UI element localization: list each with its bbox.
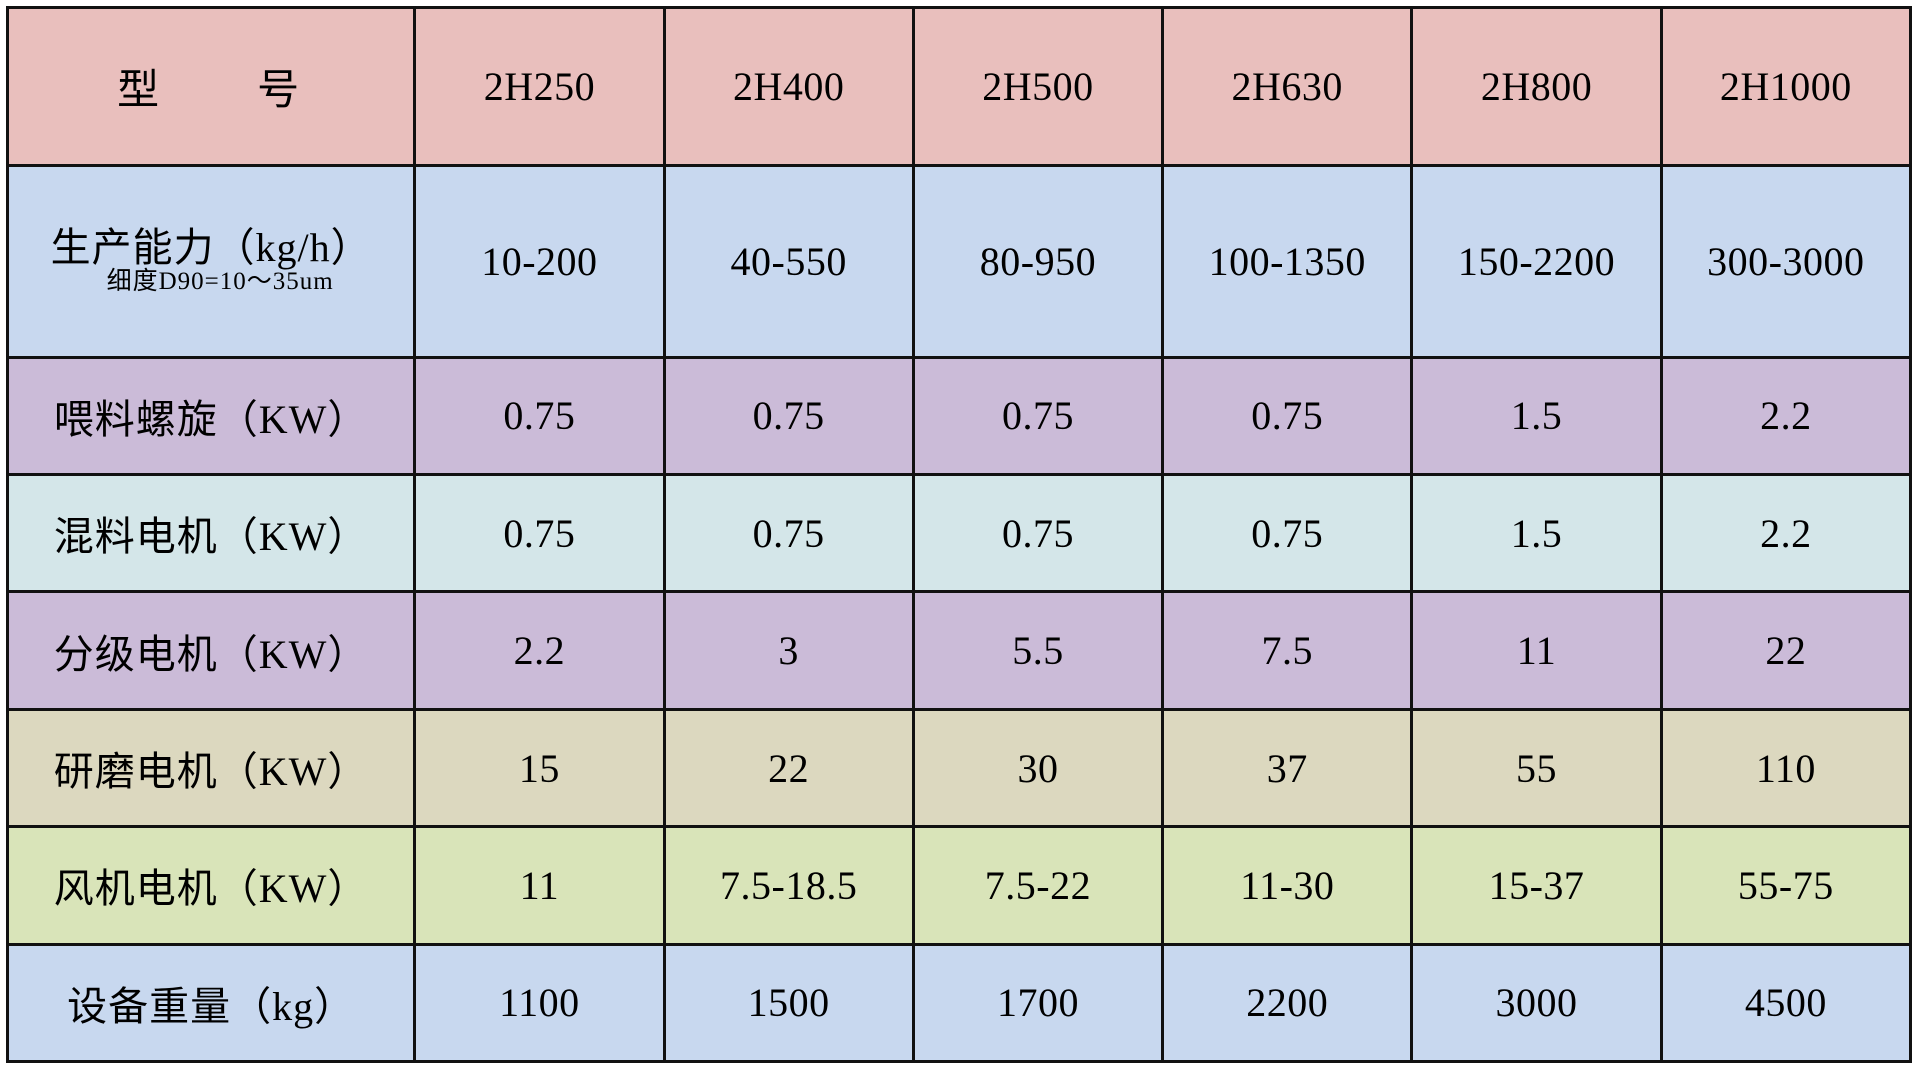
column-header-2h500: 2H500 [911, 5, 1165, 168]
cell-capacity-2h630: 100-1350 [1161, 164, 1414, 359]
header-model-title: 型号 [5, 5, 417, 168]
cell-feeding-screw-2h1000: 2.2 [1659, 355, 1913, 477]
cell-equipment-weight-2h800: 3000 [1410, 942, 1663, 1064]
header-model-title-char2: 号 [257, 68, 302, 115]
cell-fan-motor-2h800: 15-37 [1410, 825, 1663, 946]
row-label-mixing-motor: 混料电机（KW） [5, 473, 417, 594]
cell-capacity-2h800: 150-2200 [1410, 164, 1663, 359]
row-label-capacity-main: 生产能力（kg/h） [50, 224, 372, 270]
column-header-2h250: 2H250 [413, 5, 666, 168]
table-row-mixing-motor: 混料电机（KW） 0.75 0.75 0.75 0.75 1.5 2.2 [5, 473, 1913, 594]
cell-equipment-weight-2h500: 1700 [911, 942, 1165, 1064]
table-row-classifier-motor: 分级电机（KW） 2.2 3 5.5 7.5 11 22 [5, 590, 1913, 711]
row-label-classifier-motor: 分级电机（KW） [5, 590, 417, 711]
cell-fan-motor-2h400: 7.5-18.5 [662, 825, 915, 946]
cell-capacity-2h400: 40-550 [662, 164, 915, 359]
cell-mixing-motor-2h1000: 2.2 [1659, 473, 1913, 594]
row-label-capacity-sub: 细度D90=10～35um [106, 268, 334, 296]
cell-grinding-motor-2h400: 22 [662, 707, 915, 829]
table-header-row: 型号 2H250 2H400 2H500 2H630 2H800 2H1000 [5, 5, 1913, 168]
cell-equipment-weight-2h250: 1100 [413, 942, 666, 1064]
cell-mixing-motor-2h800: 1.5 [1410, 473, 1663, 594]
row-label-feeding-screw: 喂料螺旋（KW） [5, 355, 417, 477]
specification-table: 型号 2H250 2H400 2H500 2H630 2H800 2H1000 … [5, 5, 1913, 1064]
cell-mixing-motor-2h630: 0.75 [1161, 473, 1414, 594]
cell-classifier-motor-2h500: 5.5 [911, 590, 1165, 711]
cell-equipment-weight-2h400: 1500 [662, 942, 915, 1064]
table-row-fan-motor: 风机电机（KW） 11 7.5-18.5 7.5-22 11-30 15-37 … [5, 825, 1913, 946]
column-header-2h800: 2H800 [1410, 5, 1663, 168]
cell-mixing-motor-2h250: 0.75 [413, 473, 666, 594]
cell-feeding-screw-2h250: 0.75 [413, 355, 666, 477]
cell-feeding-screw-2h800: 1.5 [1410, 355, 1663, 477]
cell-fan-motor-2h500: 7.5-22 [911, 825, 1165, 946]
row-label-fan-motor: 风机电机（KW） [5, 825, 417, 946]
cell-mixing-motor-2h500: 0.75 [911, 473, 1165, 594]
cell-classifier-motor-2h630: 7.5 [1161, 590, 1414, 711]
row-label-capacity: 生产能力（kg/h） 细度D90=10～35um [5, 164, 417, 359]
cell-feeding-screw-2h630: 0.75 [1161, 355, 1414, 477]
cell-grinding-motor-2h800: 55 [1410, 707, 1663, 829]
cell-classifier-motor-2h400: 3 [662, 590, 915, 711]
cell-fan-motor-2h250: 11 [413, 825, 666, 946]
column-header-2h400: 2H400 [662, 5, 915, 168]
table-row-feeding-screw: 喂料螺旋（KW） 0.75 0.75 0.75 0.75 1.5 2.2 [5, 355, 1913, 477]
cell-equipment-weight-2h1000: 4500 [1659, 942, 1913, 1064]
row-label-equipment-weight: 设备重量（kg） [5, 942, 417, 1064]
cell-classifier-motor-2h800: 11 [1410, 590, 1663, 711]
cell-equipment-weight-2h630: 2200 [1161, 942, 1414, 1064]
cell-fan-motor-2h630: 11-30 [1161, 825, 1414, 946]
header-model-title-char1: 型 [117, 68, 162, 115]
cell-classifier-motor-2h250: 2.2 [413, 590, 666, 711]
cell-grinding-motor-2h1000: 110 [1659, 707, 1913, 829]
cell-fan-motor-2h1000: 55-75 [1659, 825, 1913, 946]
cell-feeding-screw-2h400: 0.75 [662, 355, 915, 477]
cell-grinding-motor-2h250: 15 [413, 707, 666, 829]
cell-grinding-motor-2h500: 30 [911, 707, 1165, 829]
column-header-2h630: 2H630 [1161, 5, 1414, 168]
cell-capacity-2h250: 10-200 [413, 164, 666, 359]
table-row-grinding-motor: 研磨电机（KW） 15 22 30 37 55 110 [5, 707, 1913, 829]
table-row-equipment-weight: 设备重量（kg） 1100 1500 1700 2200 3000 4500 [5, 942, 1913, 1064]
cell-capacity-2h1000: 300-3000 [1659, 164, 1913, 359]
cell-mixing-motor-2h400: 0.75 [662, 473, 915, 594]
row-label-grinding-motor: 研磨电机（KW） [5, 707, 417, 829]
column-header-2h1000: 2H1000 [1659, 5, 1913, 168]
cell-grinding-motor-2h630: 37 [1161, 707, 1414, 829]
cell-classifier-motor-2h1000: 22 [1659, 590, 1913, 711]
cell-capacity-2h500: 80-950 [911, 164, 1165, 359]
table-row-capacity: 生产能力（kg/h） 细度D90=10～35um 10-200 40-550 8… [5, 164, 1913, 359]
cell-feeding-screw-2h500: 0.75 [911, 355, 1165, 477]
